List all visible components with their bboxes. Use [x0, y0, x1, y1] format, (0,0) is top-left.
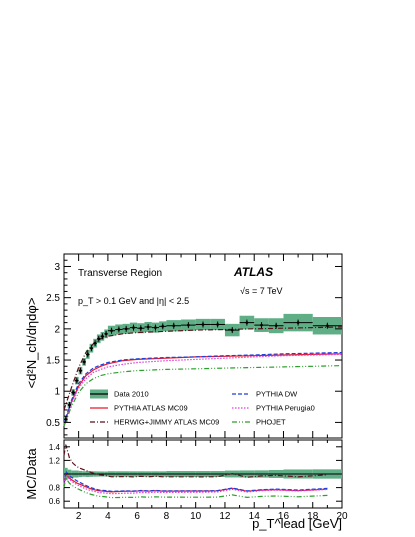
region-label: Transverse Region [78, 268, 162, 279]
series-line-phojet [63, 365, 343, 427]
ratio-y-tick-label: 1.4 [49, 443, 61, 452]
main-plot-frame [63, 253, 343, 439]
series-line-pythia-dw [63, 351, 343, 424]
x-tick-label: 6 [134, 511, 140, 522]
data-point [71, 391, 75, 394]
ratio-y-ticks: 0.6 0.8 1.2 1.4 [49, 443, 342, 506]
legend-label: Data 2010 [114, 390, 149, 399]
x-axis-title: p_T^lead [GeV] [252, 516, 342, 531]
series-line-herwig-jimmy-atlas-mc09 [63, 326, 343, 411]
ratio-x-ticks [63, 440, 343, 508]
main-y-axis-title: <d²N_ch/dηdφ> [24, 298, 39, 389]
data-point [230, 328, 234, 332]
data-point [124, 327, 128, 331]
ratio-curves [63, 444, 328, 499]
experiment-label: ATLAS [233, 265, 273, 279]
ratio-line-herwig-jimmy-atlas-mc09 [63, 444, 328, 478]
y-tick-label: 2.5 [46, 293, 60, 304]
ratio-panel: 0.6 0.8 1.2 1.4 2 4 6 8 10 12 14 16 18 20 MC/Data p_… [24, 439, 348, 531]
y-tick-label: 3 [54, 262, 60, 273]
ratio-line-pythia-perugia0 [63, 472, 328, 495]
data-point [260, 323, 263, 327]
data-point [68, 403, 71, 407]
energy-label: √s = 7 TeV [240, 286, 283, 296]
x-tick-label: 18 [307, 511, 319, 522]
x-tick-label: 10 [190, 511, 202, 522]
ratio-data-band [64, 467, 342, 481]
data-point [132, 326, 135, 329]
legend: Data 2010 PYTHIA ATLAS MC09 HERWIG+JIMMY A… [90, 389, 315, 427]
data-point [97, 337, 101, 341]
data-point [187, 323, 190, 327]
ratio-y-tick-label: 0.6 [49, 497, 61, 506]
legend-label: PYTHIA DW [256, 390, 298, 399]
ratio-y-tick-label: 0.8 [49, 484, 61, 493]
data-point [117, 328, 121, 331]
y-tick-label: 0.5 [46, 418, 60, 429]
main-y-ticks: 0.5 1 1.5 2 2.5 3 [46, 259, 342, 436]
data-point [110, 329, 113, 333]
y-tick-label: 1.5 [46, 356, 60, 367]
data-point [274, 324, 278, 328]
x-tick-label: 20 [336, 511, 348, 522]
data-point [139, 326, 143, 330]
ratio-y-tick-label: 1.2 [49, 456, 61, 465]
legend-label: PYTHIA ATLAS MC09 [114, 404, 188, 413]
x-tick-label: 2 [76, 511, 82, 522]
legend-label: HERWIG+JIMMY ATLAS MC09 [114, 418, 219, 427]
data-point [64, 417, 68, 421]
data-point [154, 326, 157, 329]
x-tick-label: 8 [164, 511, 170, 522]
data-points [64, 319, 342, 423]
mc-curves [63, 326, 343, 427]
data-point [326, 324, 329, 328]
data-point [93, 341, 97, 345]
data-point [90, 346, 93, 350]
data-point [86, 353, 90, 356]
cuts-label: p_T > 0.1 GeV and |η| < 2.5 [78, 296, 189, 306]
data-point [82, 360, 86, 364]
ratio-line-pythia-dw [63, 469, 328, 492]
data-point [146, 325, 150, 329]
main-x-ticks [63, 254, 343, 438]
data-point [172, 324, 176, 328]
ratio-y-axis-title: MC/Data [24, 448, 39, 500]
data-point [296, 321, 300, 324]
data-point [75, 379, 79, 382]
series-line-pythia-perugia0 [63, 353, 343, 425]
series-line-pythia-atlas-mc09 [63, 353, 343, 426]
data-point [79, 369, 82, 372]
x-tick-label: 12 [219, 511, 231, 522]
ratio-x-tick-labels: 2 4 6 8 10 12 14 16 18 20 [76, 511, 348, 522]
x-tick-label: 16 [278, 511, 290, 522]
ratio-line-phojet [63, 476, 328, 499]
data-point [101, 335, 104, 338]
y-tick-label: 1 [54, 387, 60, 398]
data-point [161, 325, 165, 328]
data-point [216, 323, 219, 326]
legend-label: PHOJET [256, 418, 286, 427]
data-point [245, 321, 249, 324]
y-tick-label: 2 [54, 324, 60, 335]
main-panel: 0.5 1 1.5 2 2.5 3 Transverse Region ATLAS √s … [24, 253, 343, 439]
ratio-line-pythia-atlas-mc09 [63, 472, 328, 493]
x-tick-label: 14 [249, 511, 261, 522]
data-point [104, 332, 108, 336]
legend-label: PYTHIA Perugia0 [256, 404, 315, 413]
data-point [201, 323, 205, 326]
x-tick-label: 4 [105, 511, 111, 522]
